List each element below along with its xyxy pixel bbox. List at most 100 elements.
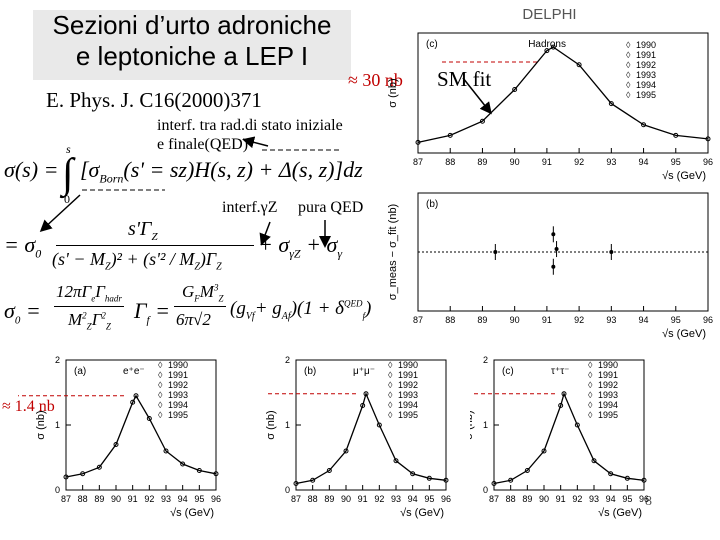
data-point <box>360 403 366 408</box>
sigma0-lhs: σ0 = <box>4 298 41 327</box>
annot-1-4nb: ≈ 1.4 nb <box>2 398 55 415</box>
legend-marker: ◊ <box>158 380 163 390</box>
legend-entry: 1995 <box>636 90 656 100</box>
legend-marker: ◊ <box>588 380 593 390</box>
legend-entry: 1994 <box>636 80 656 90</box>
gamma-tail-mid: + g <box>254 298 282 319</box>
gamma-f-lhs: Γf = <box>134 298 170 327</box>
data-point <box>130 399 136 405</box>
x-tick-label: 94 <box>408 494 418 504</box>
legend-marker: ◊ <box>626 50 631 60</box>
x-tick-label: 95 <box>424 494 434 504</box>
x-tick-label: 92 <box>144 494 154 504</box>
gamma-close: ) <box>365 298 372 319</box>
x-tick-label: 92 <box>572 494 582 504</box>
data-point <box>561 391 567 397</box>
sigma0-denominator: M2ZΓ2Z <box>68 310 111 332</box>
plot-frame <box>493 359 645 491</box>
line2-numerator: s'ΓZ <box>128 218 158 243</box>
x-axis-label: √s (GeV) <box>170 507 214 519</box>
gamma-numerator: GFM3Z <box>182 282 224 304</box>
x-tick-label: 93 <box>606 157 616 167</box>
y-tick-label: 0 <box>285 485 290 495</box>
x-tick-label: 93 <box>391 494 401 504</box>
data-point <box>541 448 547 454</box>
x-tick-label: 87 <box>291 494 301 504</box>
x-tick-label: 95 <box>671 315 681 325</box>
y-tick-label: 0 <box>483 485 488 495</box>
data-point <box>576 62 582 68</box>
data-point <box>554 247 559 252</box>
data-point <box>608 471 614 477</box>
data-point <box>551 264 556 269</box>
legend-marker: ◊ <box>158 370 163 380</box>
x-tick-label: 88 <box>506 494 516 504</box>
integrand-b: (s' = sz)H(s, z) + Δ(s, z)]dz <box>123 157 363 182</box>
x-axis-label: √s (GeV) <box>598 507 642 519</box>
fit-curve <box>295 391 447 485</box>
y-tick-label: 2 <box>285 355 290 365</box>
legend-entry: 1995 <box>398 410 418 420</box>
legend-entry: 1990 <box>636 40 656 50</box>
legend-entry: 1995 <box>168 410 188 420</box>
chart-mumu: 87 88 89 90 91 92 93 94 95 96 0 1 2 √s (GeV) σ (nb) (b)… <box>265 355 451 519</box>
gamma-denominator: 6π√2 <box>176 310 211 329</box>
gamma-tail-sub2: Af <box>281 310 291 322</box>
legend-entry: 1992 <box>168 380 188 390</box>
x-tick-label: 96 <box>441 494 451 504</box>
sigma0-symbol: σ <box>4 298 15 323</box>
fit-curve <box>65 394 217 478</box>
legend-marker: ◊ <box>626 40 631 50</box>
data-point <box>479 118 485 124</box>
data-point <box>550 44 556 50</box>
x-tick-label: 89 <box>324 494 334 504</box>
annot-interf: interf.γZ <box>222 199 278 216</box>
gamma-tail-sub3: f <box>362 310 366 321</box>
legend-marker: ◊ <box>626 90 631 100</box>
process-label: μ⁺μ⁻ <box>353 366 375 377</box>
data-point <box>641 122 647 128</box>
data-point <box>180 461 186 467</box>
line2-den2: )² + (s'² / M <box>110 249 195 269</box>
legend-entry: 1991 <box>168 370 188 380</box>
x-tick-label: 92 <box>374 494 384 504</box>
legend-entry: 1992 <box>636 60 656 70</box>
data-point <box>705 136 711 142</box>
legend-marker: ◊ <box>588 370 593 380</box>
process-label: e⁺e⁻ <box>123 366 145 377</box>
x-tick-label: 95 <box>622 494 632 504</box>
legend-marker: ◊ <box>388 410 393 420</box>
y-axis-label: σ (nb) <box>35 410 47 439</box>
line2-den: (s' − M <box>52 249 105 269</box>
x-tick-label: 94 <box>178 494 188 504</box>
x-tick-label: 90 <box>510 157 520 167</box>
gamma-symbol: Γ <box>134 298 147 323</box>
legend-marker: ◊ <box>588 400 593 410</box>
data-point <box>133 393 139 399</box>
legend-marker: ◊ <box>588 390 593 400</box>
legend-marker: ◊ <box>626 70 631 80</box>
data-point <box>447 132 453 138</box>
gamma-sub: f <box>146 314 150 327</box>
x-tick-label: 90 <box>341 494 351 504</box>
x-tick-label: 88 <box>445 315 455 325</box>
arrow-interf <box>259 221 271 246</box>
data-point <box>624 475 630 481</box>
legend-marker: ◊ <box>388 360 393 370</box>
x-tick-label: 92 <box>574 157 584 167</box>
sigma0-num-sub2: hadr <box>104 293 122 304</box>
legend-entry: 1994 <box>598 400 618 410</box>
data-point <box>491 481 497 486</box>
data-point <box>673 132 679 138</box>
fraction-bar-1 <box>56 245 254 246</box>
data-point <box>293 481 299 486</box>
gamma-num: G <box>182 282 195 301</box>
formula-lhs: σ(s) = <box>4 157 59 182</box>
legend-marker: ◊ <box>388 370 393 380</box>
sigma0-den: M <box>68 310 83 329</box>
legend-marker: ◊ <box>588 360 593 370</box>
y-tick-label: 0 <box>55 485 60 495</box>
legend-entry: 1991 <box>598 370 618 380</box>
plot-frame <box>65 359 217 491</box>
panel-label: (c) <box>502 366 514 377</box>
